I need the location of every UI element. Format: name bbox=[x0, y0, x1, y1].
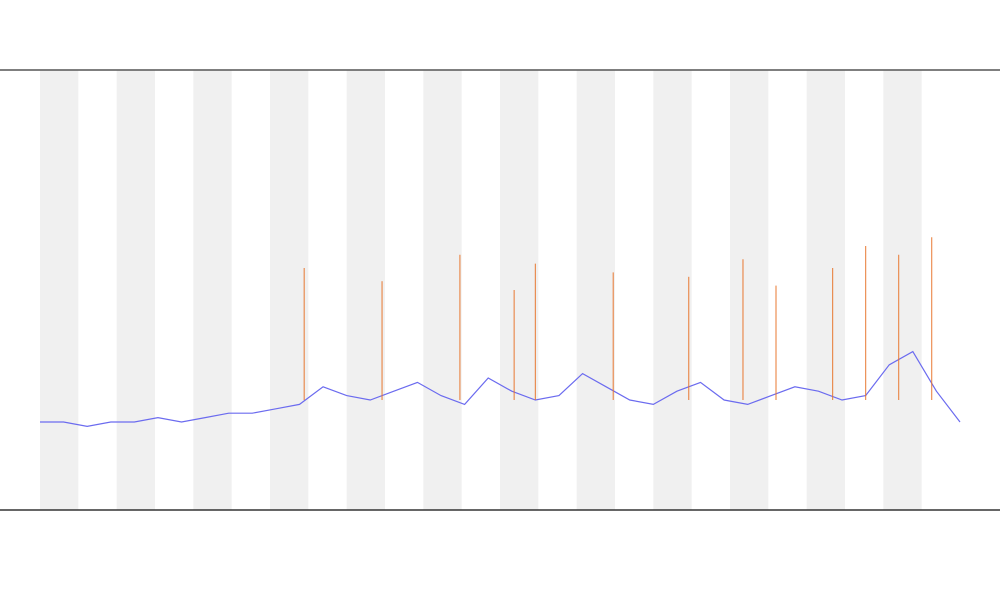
band bbox=[116, 70, 155, 510]
band bbox=[193, 70, 232, 510]
band bbox=[423, 70, 462, 510]
band bbox=[500, 70, 539, 510]
band bbox=[576, 70, 615, 510]
background-bands bbox=[40, 70, 922, 510]
line-series bbox=[40, 350, 961, 428]
band bbox=[730, 70, 769, 510]
band bbox=[653, 70, 692, 510]
band bbox=[806, 70, 845, 510]
band bbox=[346, 70, 385, 510]
band bbox=[270, 70, 309, 510]
band bbox=[883, 70, 922, 510]
band bbox=[40, 70, 79, 510]
